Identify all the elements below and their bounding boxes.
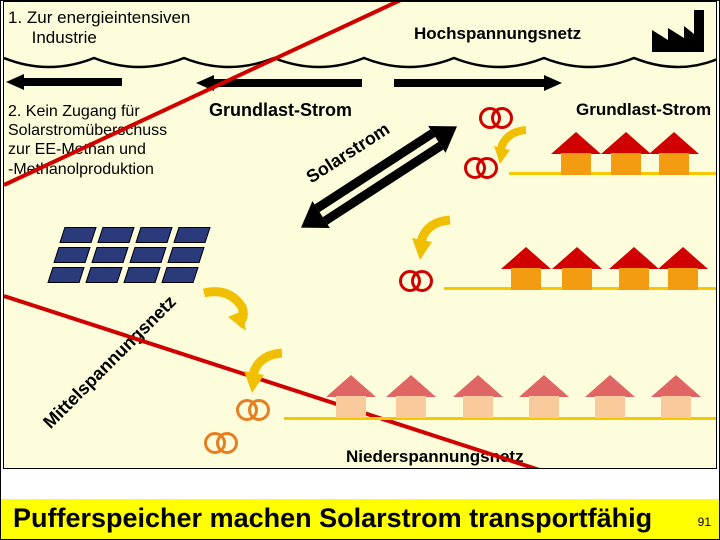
- solar-panel: [53, 247, 90, 263]
- house-icon: [652, 132, 696, 176]
- label-block1: 1. Zur energieintensiven Industrie: [8, 8, 190, 49]
- yellow-arrow-1: [194, 285, 254, 335]
- house-icon: [554, 132, 598, 176]
- yellow-arrow-4: [492, 126, 537, 166]
- yellow-arrow-2: [410, 212, 465, 267]
- solar-panel: [135, 227, 172, 243]
- house-icon: [555, 247, 599, 291]
- solar-panel: [85, 267, 122, 283]
- solar-panel: [59, 227, 96, 243]
- yellow-arrow-3: [242, 345, 297, 400]
- house-icon: [389, 375, 433, 419]
- house-icon: [661, 247, 705, 291]
- house-icon: [456, 375, 500, 419]
- arrow-line-2: [212, 79, 362, 87]
- slide: 1. Zur energieintensiven Industrie 2. Ke…: [0, 0, 720, 540]
- solar-panel: [97, 227, 134, 243]
- solar-panel: [167, 247, 204, 263]
- arrow-right-1: [544, 75, 562, 91]
- solar-panel: [161, 267, 198, 283]
- footer-strip: Pufferspeicher machen Solarstrom transpo…: [1, 499, 719, 539]
- solar-panel: [123, 267, 160, 283]
- label-block2: 2. Kein Zugang für Solarstromüberschuss …: [8, 102, 167, 179]
- house-icon: [654, 375, 698, 419]
- house-icon: [504, 247, 548, 291]
- page-number: 91: [698, 515, 711, 529]
- house-icon: [588, 375, 632, 419]
- factory-icon: [650, 8, 710, 54]
- arrowline-mid: [394, 79, 546, 87]
- solar-panel: [129, 247, 166, 263]
- house-icon: [612, 247, 656, 291]
- house-icon: [329, 375, 373, 419]
- solar-panel: [47, 267, 84, 283]
- solar-panel: [91, 247, 128, 263]
- footer-text: Pufferspeicher machen Solarstrom transpo…: [13, 503, 652, 534]
- label-grundlast2: Grundlast-Strom: [576, 100, 711, 120]
- label-hochspannung: Hochspannungsnetz: [414, 24, 581, 44]
- arrow-line-1: [22, 78, 122, 86]
- house-icon: [522, 375, 566, 419]
- house-icon: [604, 132, 648, 176]
- solar-panel: [173, 227, 210, 243]
- diagram-area: 1. Zur energieintensiven Industrie 2. Ke…: [3, 1, 717, 469]
